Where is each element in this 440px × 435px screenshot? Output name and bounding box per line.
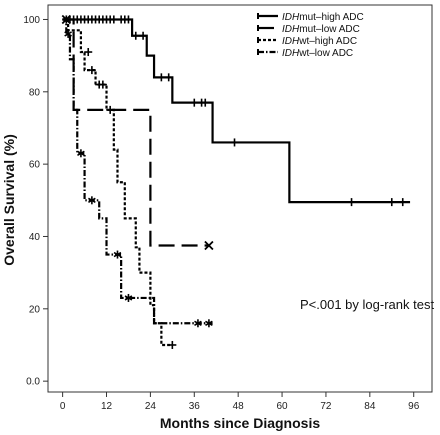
- legend-label: IDHmut–high ADC: [282, 12, 364, 23]
- censor-mark: [106, 105, 115, 114]
- x-tick-label: 0: [60, 401, 66, 412]
- x-tick-label: 48: [233, 401, 245, 412]
- censor-mark: [205, 319, 213, 328]
- chart-axes: 0 12 24 36 48 60 72 84 96 0.0 20 40 60 80 100: [23, 4, 433, 412]
- y-axis-label: Overall Survival (%): [1, 134, 17, 266]
- legend-label: IDHmut–low ADC: [282, 24, 360, 35]
- censor-mark: [109, 15, 118, 24]
- censor-mark: [88, 196, 96, 205]
- legend-entry: IDHmut–low ADC: [257, 24, 360, 35]
- legend-entry: IDHwt–low ADC: [257, 48, 353, 59]
- plot-frame: [47, 4, 433, 393]
- y-tick-label: 60: [29, 160, 41, 171]
- y-tick-label: 100: [23, 15, 40, 26]
- censor-mark: [84, 48, 93, 57]
- x-tick-label: 60: [276, 401, 288, 412]
- legend-entry: IDHmut–high ADC: [257, 12, 364, 23]
- x-tick-label: 96: [408, 401, 420, 412]
- y-tick-label: 40: [29, 232, 41, 243]
- legend-label: IDHwt–low ADC: [282, 48, 353, 59]
- x-tick-label: 24: [145, 401, 157, 412]
- censor-mark: [62, 15, 71, 24]
- x-axis-label: Months since Diagnosis: [160, 415, 320, 431]
- y-tick-label: 0.0: [26, 377, 40, 388]
- censor-mark: [124, 15, 133, 24]
- censor-mark: [398, 198, 407, 207]
- x-tick-label: 84: [364, 401, 376, 412]
- censor-mark: [347, 198, 356, 207]
- x-tick-label: 36: [189, 401, 201, 412]
- legend-label: IDHwt–high ADC: [282, 36, 357, 47]
- censor-mark: [124, 293, 133, 302]
- censor-mark: [113, 250, 122, 259]
- censor-mark: [194, 319, 202, 328]
- censor-mark: [77, 149, 85, 158]
- series-line-3: [62, 18, 173, 347]
- censor-mark: [64, 29, 72, 38]
- y-tick-label: 80: [29, 87, 41, 98]
- censor-mark: [230, 138, 239, 147]
- censor-mark: [168, 340, 177, 349]
- censor-mark: [157, 73, 166, 82]
- censor-mark: [98, 80, 107, 89]
- x-tick-label: 12: [101, 401, 113, 412]
- censor-mark: [87, 66, 96, 75]
- censor-mark: [164, 73, 173, 82]
- y-tick-label: 20: [29, 304, 41, 315]
- x-tick-label: 72: [320, 401, 332, 412]
- censor-mark: [204, 240, 214, 251]
- p-value-annotation: P<.001 by log-rank test: [300, 297, 434, 312]
- censor-mark: [131, 31, 140, 40]
- series-line-4: [62, 18, 213, 325]
- legend-entry: IDHwt–high ADC: [257, 36, 357, 47]
- censor-marks: [61, 14, 407, 349]
- censor-mark: [201, 98, 210, 107]
- censor-mark: [387, 198, 396, 207]
- censor-mark: [139, 31, 148, 40]
- censor-mark: [190, 98, 199, 107]
